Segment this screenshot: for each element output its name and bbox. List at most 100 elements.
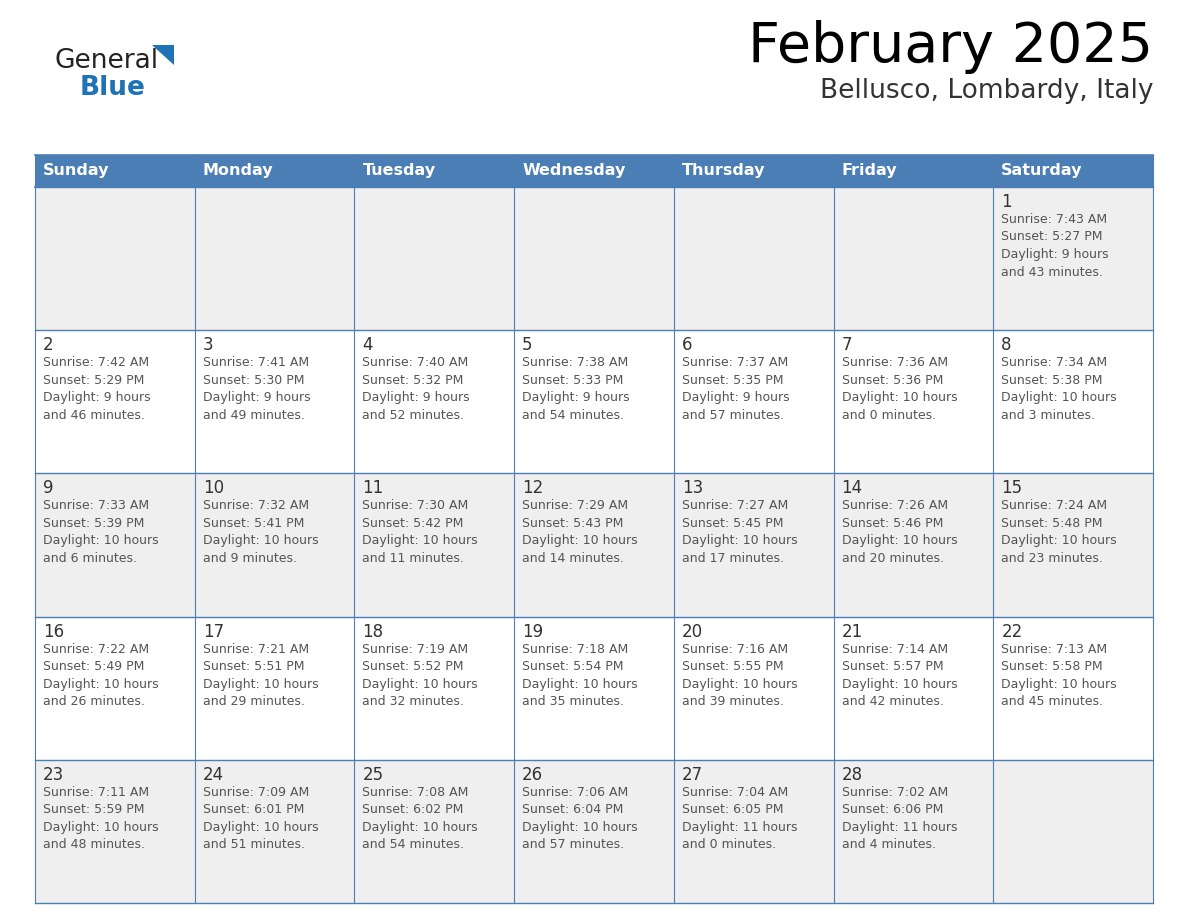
Text: 13: 13 [682,479,703,498]
Text: Friday: Friday [841,163,897,178]
Bar [674,155,834,187]
Text: 21: 21 [841,622,862,641]
Text: Sunrise: 7:06 AM
Sunset: 6:04 PM
Daylight: 10 hours
and 57 minutes.: Sunrise: 7:06 AM Sunset: 6:04 PM Dayligh… [523,786,638,851]
Text: 22: 22 [1001,622,1023,641]
Bar [195,474,354,617]
Text: Monday: Monday [203,163,273,178]
Text: Sunday: Sunday [43,163,109,178]
Text: Sunrise: 7:09 AM
Sunset: 6:01 PM
Daylight: 10 hours
and 51 minutes.: Sunrise: 7:09 AM Sunset: 6:01 PM Dayligh… [203,786,318,851]
Bar [834,330,993,474]
Bar [993,617,1154,760]
Bar [993,330,1154,474]
Text: Sunrise: 7:21 AM
Sunset: 5:51 PM
Daylight: 10 hours
and 29 minutes.: Sunrise: 7:21 AM Sunset: 5:51 PM Dayligh… [203,643,318,708]
Bar [354,330,514,474]
Text: February 2025: February 2025 [748,20,1154,74]
Text: Sunrise: 7:04 AM
Sunset: 6:05 PM
Daylight: 11 hours
and 0 minutes.: Sunrise: 7:04 AM Sunset: 6:05 PM Dayligh… [682,786,797,851]
Text: Sunrise: 7:14 AM
Sunset: 5:57 PM
Daylight: 10 hours
and 42 minutes.: Sunrise: 7:14 AM Sunset: 5:57 PM Dayligh… [841,643,958,708]
Text: Sunrise: 7:11 AM
Sunset: 5:59 PM
Daylight: 10 hours
and 48 minutes.: Sunrise: 7:11 AM Sunset: 5:59 PM Dayligh… [43,786,159,851]
Text: 26: 26 [523,766,543,784]
Text: Sunrise: 7:37 AM
Sunset: 5:35 PM
Daylight: 9 hours
and 57 minutes.: Sunrise: 7:37 AM Sunset: 5:35 PM Dayligh… [682,356,790,421]
Text: Sunrise: 7:22 AM
Sunset: 5:49 PM
Daylight: 10 hours
and 26 minutes.: Sunrise: 7:22 AM Sunset: 5:49 PM Dayligh… [43,643,159,708]
Text: Bellusco, Lombardy, Italy: Bellusco, Lombardy, Italy [820,78,1154,104]
Text: Sunrise: 7:38 AM
Sunset: 5:33 PM
Daylight: 9 hours
and 54 minutes.: Sunrise: 7:38 AM Sunset: 5:33 PM Dayligh… [523,356,630,421]
Bar [514,474,674,617]
Text: Blue: Blue [80,75,146,101]
Text: Sunrise: 7:42 AM
Sunset: 5:29 PM
Daylight: 9 hours
and 46 minutes.: Sunrise: 7:42 AM Sunset: 5:29 PM Dayligh… [43,356,151,421]
Bar [354,155,514,187]
Text: Sunrise: 7:36 AM
Sunset: 5:36 PM
Daylight: 10 hours
and 0 minutes.: Sunrise: 7:36 AM Sunset: 5:36 PM Dayligh… [841,356,958,421]
Text: Sunrise: 7:02 AM
Sunset: 6:06 PM
Daylight: 11 hours
and 4 minutes.: Sunrise: 7:02 AM Sunset: 6:06 PM Dayligh… [841,786,958,851]
Bar [195,187,354,330]
Bar [993,187,1154,330]
Text: 16: 16 [43,622,64,641]
Bar [834,474,993,617]
Bar [834,155,993,187]
Bar [674,760,834,903]
Text: 4: 4 [362,336,373,354]
Bar [195,330,354,474]
Bar [354,474,514,617]
Bar [993,474,1154,617]
Text: 8: 8 [1001,336,1012,354]
Text: Sunrise: 7:30 AM
Sunset: 5:42 PM
Daylight: 10 hours
and 11 minutes.: Sunrise: 7:30 AM Sunset: 5:42 PM Dayligh… [362,499,478,565]
Bar [34,187,195,330]
Bar [354,187,514,330]
Text: Thursday: Thursday [682,163,765,178]
Text: General: General [55,48,159,74]
Bar [195,155,354,187]
Text: 14: 14 [841,479,862,498]
Bar [195,617,354,760]
Text: 10: 10 [203,479,223,498]
Text: 23: 23 [43,766,64,784]
Text: Sunrise: 7:26 AM
Sunset: 5:46 PM
Daylight: 10 hours
and 20 minutes.: Sunrise: 7:26 AM Sunset: 5:46 PM Dayligh… [841,499,958,565]
Bar [514,330,674,474]
Text: 5: 5 [523,336,532,354]
Text: 3: 3 [203,336,214,354]
Bar [34,155,195,187]
Text: Tuesday: Tuesday [362,163,436,178]
Text: Sunrise: 7:08 AM
Sunset: 6:02 PM
Daylight: 10 hours
and 54 minutes.: Sunrise: 7:08 AM Sunset: 6:02 PM Dayligh… [362,786,478,851]
Bar [354,760,514,903]
Text: Sunrise: 7:16 AM
Sunset: 5:55 PM
Daylight: 10 hours
and 39 minutes.: Sunrise: 7:16 AM Sunset: 5:55 PM Dayligh… [682,643,797,708]
Bar [674,617,834,760]
Bar [993,155,1154,187]
Text: Sunrise: 7:18 AM
Sunset: 5:54 PM
Daylight: 10 hours
and 35 minutes.: Sunrise: 7:18 AM Sunset: 5:54 PM Dayligh… [523,643,638,708]
Bar [514,617,674,760]
Text: 18: 18 [362,622,384,641]
Bar [195,760,354,903]
Text: 6: 6 [682,336,693,354]
Text: 1: 1 [1001,193,1012,211]
Text: 27: 27 [682,766,703,784]
Text: Sunrise: 7:32 AM
Sunset: 5:41 PM
Daylight: 10 hours
and 9 minutes.: Sunrise: 7:32 AM Sunset: 5:41 PM Dayligh… [203,499,318,565]
Text: Sunrise: 7:34 AM
Sunset: 5:38 PM
Daylight: 10 hours
and 3 minutes.: Sunrise: 7:34 AM Sunset: 5:38 PM Dayligh… [1001,356,1117,421]
Text: 19: 19 [523,622,543,641]
Bar [674,187,834,330]
Text: Sunrise: 7:24 AM
Sunset: 5:48 PM
Daylight: 10 hours
and 23 minutes.: Sunrise: 7:24 AM Sunset: 5:48 PM Dayligh… [1001,499,1117,565]
Polygon shape [152,45,173,65]
Text: Sunrise: 7:41 AM
Sunset: 5:30 PM
Daylight: 9 hours
and 49 minutes.: Sunrise: 7:41 AM Sunset: 5:30 PM Dayligh… [203,356,310,421]
Text: 25: 25 [362,766,384,784]
Text: 28: 28 [841,766,862,784]
Bar [34,760,195,903]
Text: Wednesday: Wednesday [523,163,626,178]
Bar [354,617,514,760]
Bar [514,187,674,330]
Bar [834,617,993,760]
Text: 11: 11 [362,479,384,498]
Bar [834,187,993,330]
Bar [674,474,834,617]
Text: Sunrise: 7:29 AM
Sunset: 5:43 PM
Daylight: 10 hours
and 14 minutes.: Sunrise: 7:29 AM Sunset: 5:43 PM Dayligh… [523,499,638,565]
Text: Sunrise: 7:33 AM
Sunset: 5:39 PM
Daylight: 10 hours
and 6 minutes.: Sunrise: 7:33 AM Sunset: 5:39 PM Dayligh… [43,499,159,565]
Bar [993,760,1154,903]
Text: Sunrise: 7:27 AM
Sunset: 5:45 PM
Daylight: 10 hours
and 17 minutes.: Sunrise: 7:27 AM Sunset: 5:45 PM Dayligh… [682,499,797,565]
Bar [34,330,195,474]
Bar [34,617,195,760]
Bar [514,155,674,187]
Text: Saturday: Saturday [1001,163,1082,178]
Bar [674,330,834,474]
Text: 7: 7 [841,336,852,354]
Text: 12: 12 [523,479,543,498]
Text: 17: 17 [203,622,223,641]
Bar [34,474,195,617]
Text: 24: 24 [203,766,223,784]
